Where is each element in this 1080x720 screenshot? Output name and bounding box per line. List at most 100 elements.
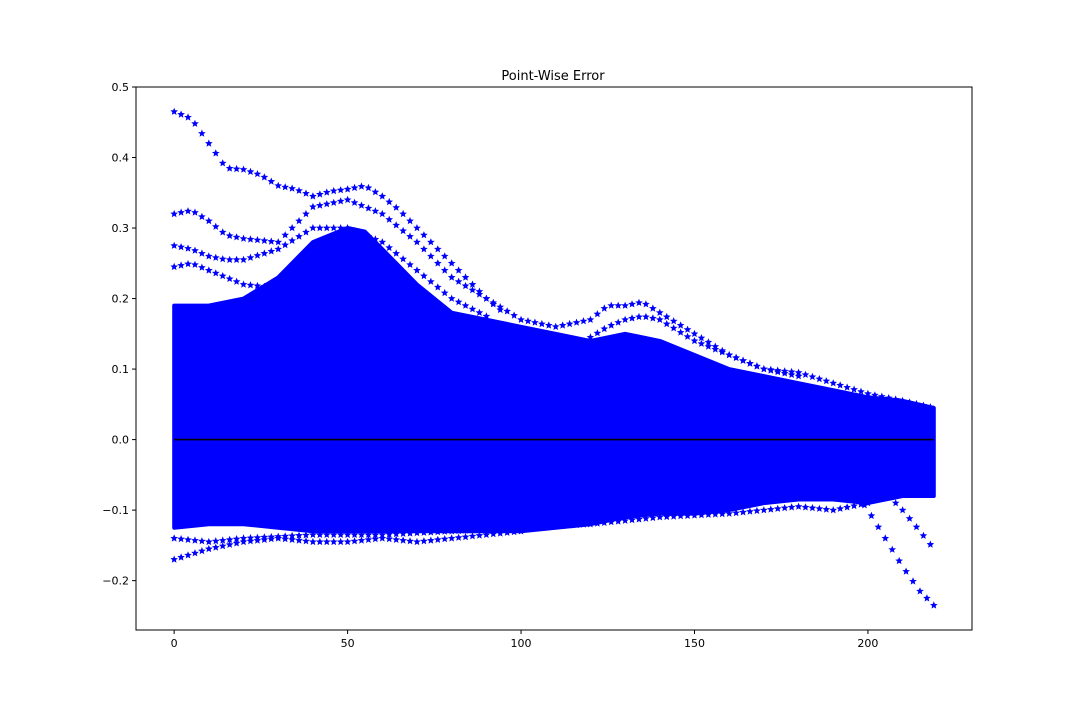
error-point [593, 519, 602, 527]
error-point [198, 263, 206, 271]
error-point [586, 315, 595, 323]
error-point [302, 189, 310, 197]
error-point [225, 255, 234, 263]
error-point [579, 520, 588, 528]
error-point [531, 523, 539, 531]
error-point [225, 535, 234, 543]
error-point [808, 372, 817, 381]
y-tick-label: 0.0 [112, 434, 130, 447]
error-point [482, 525, 491, 533]
error-point [302, 531, 310, 539]
error-point [274, 532, 282, 540]
error-point [274, 245, 282, 253]
error-point [170, 107, 178, 115]
error-point [350, 530, 359, 538]
error-point [198, 547, 206, 555]
error-point [891, 395, 900, 403]
error-point [767, 366, 775, 374]
error-point [427, 252, 435, 260]
error-point [420, 528, 428, 536]
error-point [538, 522, 546, 530]
error-point [316, 190, 324, 198]
error-point [274, 238, 282, 246]
error-point [690, 329, 699, 338]
error-point [878, 392, 886, 400]
error-point [260, 535, 269, 543]
error-point [801, 370, 810, 378]
error-point [323, 537, 331, 546]
error-point [371, 530, 380, 538]
error-point [926, 403, 935, 411]
error-point [357, 536, 366, 544]
error-point [309, 537, 317, 546]
error-point [656, 308, 664, 316]
error-point [884, 492, 893, 500]
error-point [690, 511, 699, 519]
error-point [198, 212, 206, 220]
error-point [510, 528, 518, 536]
error-point [267, 237, 276, 245]
error-point [253, 170, 262, 178]
error-point [461, 532, 470, 541]
error-point [482, 294, 491, 302]
error-point [517, 315, 525, 323]
error-point [239, 255, 248, 263]
error-point [385, 243, 393, 251]
error-point [468, 532, 477, 540]
error-point [218, 255, 227, 263]
error-point [773, 367, 782, 376]
error-point [309, 224, 317, 232]
error-point [170, 262, 178, 271]
error-trace-9 [864, 477, 935, 548]
error-point [191, 246, 199, 254]
error-point [232, 255, 241, 263]
error-point [378, 209, 387, 218]
error-point [787, 370, 796, 378]
error-point [926, 540, 935, 548]
x-tick-label: 200 [857, 637, 878, 650]
error-point [898, 506, 907, 514]
error-point [336, 186, 345, 194]
error-point [323, 200, 331, 208]
error-point [558, 521, 567, 529]
error-point [746, 507, 754, 515]
error-point [881, 534, 890, 542]
error-point [302, 228, 310, 236]
error-point [635, 312, 643, 321]
error-point [170, 209, 178, 218]
error-point [808, 504, 817, 512]
error-point [475, 308, 484, 316]
error-point [239, 234, 248, 242]
error-point [447, 273, 456, 281]
error-point [427, 536, 435, 544]
error-point [919, 401, 928, 409]
error-point [496, 303, 504, 311]
error-point [316, 201, 324, 209]
error-point [191, 119, 199, 127]
error-point [447, 259, 456, 267]
error-point [850, 385, 858, 393]
error-point [260, 236, 269, 244]
error-point [399, 529, 407, 537]
x-tick-label: 100 [511, 637, 532, 650]
error-point [336, 537, 345, 546]
error-point [607, 321, 615, 329]
error-point [895, 556, 903, 565]
y-tick-label: 0.4 [112, 152, 130, 165]
error-point [565, 319, 574, 328]
error-point [732, 353, 740, 361]
x-tick-label: 0 [171, 637, 178, 650]
error-point [191, 260, 199, 268]
error-point [420, 231, 428, 239]
error-point [697, 334, 706, 342]
error-point [760, 365, 768, 373]
error-point [177, 243, 185, 251]
error-point [586, 520, 595, 528]
error-point [878, 486, 886, 494]
error-point [343, 537, 352, 546]
error-point [843, 383, 851, 391]
error-point [246, 167, 255, 175]
error-point [475, 290, 484, 298]
error-point [593, 329, 602, 337]
error-point [205, 537, 213, 546]
